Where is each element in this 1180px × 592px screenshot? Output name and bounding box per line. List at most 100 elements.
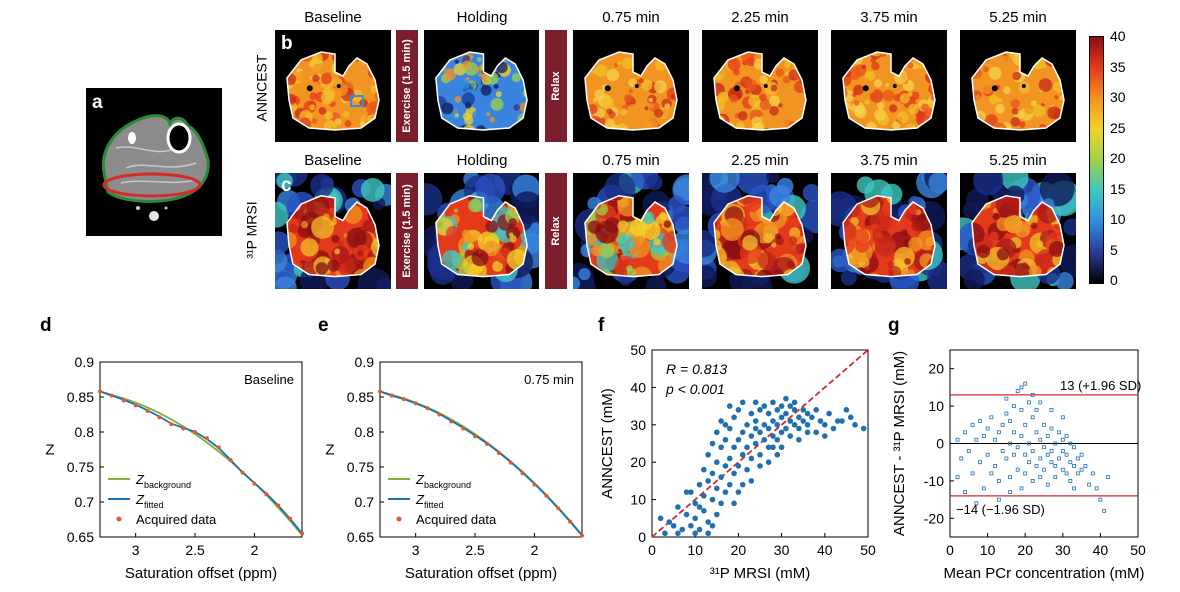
y-tick-label: 0 (638, 529, 646, 545)
scatter-point (1094, 486, 1099, 491)
scatter-point (1068, 441, 1073, 446)
scatter-point (701, 508, 707, 514)
scatter-point (791, 422, 798, 428)
scatter-point (993, 437, 998, 442)
scatter-point (970, 422, 975, 427)
scatter-point (787, 433, 794, 439)
scatter-point (1079, 452, 1084, 457)
anncest-holding-map (424, 30, 539, 142)
scatter-point (774, 407, 781, 413)
scatter-point (714, 485, 720, 492)
row-label-31p-mrsi: ³¹P MRSI (243, 201, 260, 259)
scatter-point (800, 407, 806, 413)
scatter-point (860, 425, 867, 432)
data-point (288, 516, 293, 521)
scatter-point (735, 407, 742, 413)
data-point (204, 436, 209, 441)
mrsi-375-map (831, 173, 947, 289)
data-point (437, 412, 442, 417)
scatter-point (688, 489, 694, 495)
row_b-title-0: Baseline (304, 9, 362, 26)
scatter-point (739, 399, 746, 406)
scatter-point (1004, 456, 1009, 461)
scatter-point (796, 436, 802, 443)
row_c-title-2: 0.75 min (602, 152, 660, 169)
scatter-point (830, 425, 837, 432)
scatter-point (714, 429, 720, 436)
x-tick-label: 50 (1130, 542, 1146, 558)
y-tick-label: 0.7 (75, 494, 95, 510)
scatter-point (955, 437, 960, 442)
scatter-point (1060, 449, 1065, 453)
scatter-point (1008, 441, 1013, 446)
relax-bar-b: Relax (545, 30, 567, 142)
scatter-point (739, 429, 746, 436)
scatter-point (1008, 490, 1013, 495)
scatter-point (735, 489, 742, 495)
data-point (181, 426, 186, 431)
scatter-point (692, 530, 698, 537)
x-tick-label: 30 (774, 542, 790, 558)
y-tick-label: 40 (630, 379, 646, 395)
leg-anatomy-image (101, 114, 210, 221)
scatter-point (1090, 471, 1095, 476)
scatter-point (852, 422, 858, 428)
scatter-point (726, 481, 733, 488)
scatter-point (744, 422, 750, 428)
scatter-point (804, 422, 811, 428)
scatter-point (748, 478, 755, 484)
data-point (425, 406, 430, 411)
scatter-point (1030, 415, 1035, 420)
scatter-point (1000, 422, 1005, 427)
scatter-point (705, 478, 711, 484)
data-point (532, 482, 537, 487)
scatter-point (731, 470, 737, 477)
scatter-point (752, 425, 759, 432)
y-tick-label: 0.75 (67, 459, 94, 475)
mrsi-baseline-map (275, 173, 391, 289)
scatter-point (1004, 411, 1009, 416)
scatter-point (1038, 475, 1043, 480)
row_b-title-1: Holding (456, 9, 508, 26)
y-tick-label: 0.75 (347, 459, 374, 475)
scatter-point (809, 414, 815, 421)
scatter-point (783, 410, 789, 417)
scatter-point (774, 436, 781, 443)
scatter-point (748, 410, 755, 417)
data-point (264, 492, 269, 497)
data-point (109, 393, 114, 398)
x-tick-label: 0 (946, 542, 954, 558)
chart-g: -20 -10 0 10 20 0 10 20 30 40 50 Mean PCr concentra… (891, 349, 1146, 582)
data-point (556, 506, 561, 511)
scatter-point (834, 418, 841, 424)
scatter-point (974, 501, 979, 506)
data-point (193, 430, 198, 434)
anncest-525-map (960, 30, 1076, 142)
anncest-075-map (573, 30, 689, 142)
scatter-point (1012, 430, 1016, 435)
y-tick-label: 0.8 (75, 424, 95, 440)
y-tick-label: 10 (928, 398, 944, 414)
r-value: R = 0.813 (666, 361, 727, 377)
x-tick-label: 50 (860, 542, 876, 558)
scatter-point (778, 414, 785, 421)
scatter-point (787, 418, 794, 424)
data-point (461, 426, 466, 431)
scatter-point (1008, 419, 1013, 423)
scatter-point (701, 493, 707, 499)
scatter-point (989, 415, 994, 420)
scatter-point (1106, 475, 1110, 480)
y-tick-label: -20 (924, 510, 944, 526)
scatter-point (752, 399, 759, 406)
scatter-point (1083, 464, 1088, 468)
scatter-point (761, 436, 768, 443)
scatter-point (709, 522, 716, 529)
scatter-point (752, 418, 759, 424)
scatter-point (718, 444, 724, 451)
scatter-point (757, 407, 763, 413)
scatter-point (1053, 475, 1058, 480)
mrsi-525-map (960, 173, 1076, 289)
identity-line (651, 349, 869, 538)
anncest-225-map (702, 30, 818, 142)
scatter-point (718, 500, 724, 507)
